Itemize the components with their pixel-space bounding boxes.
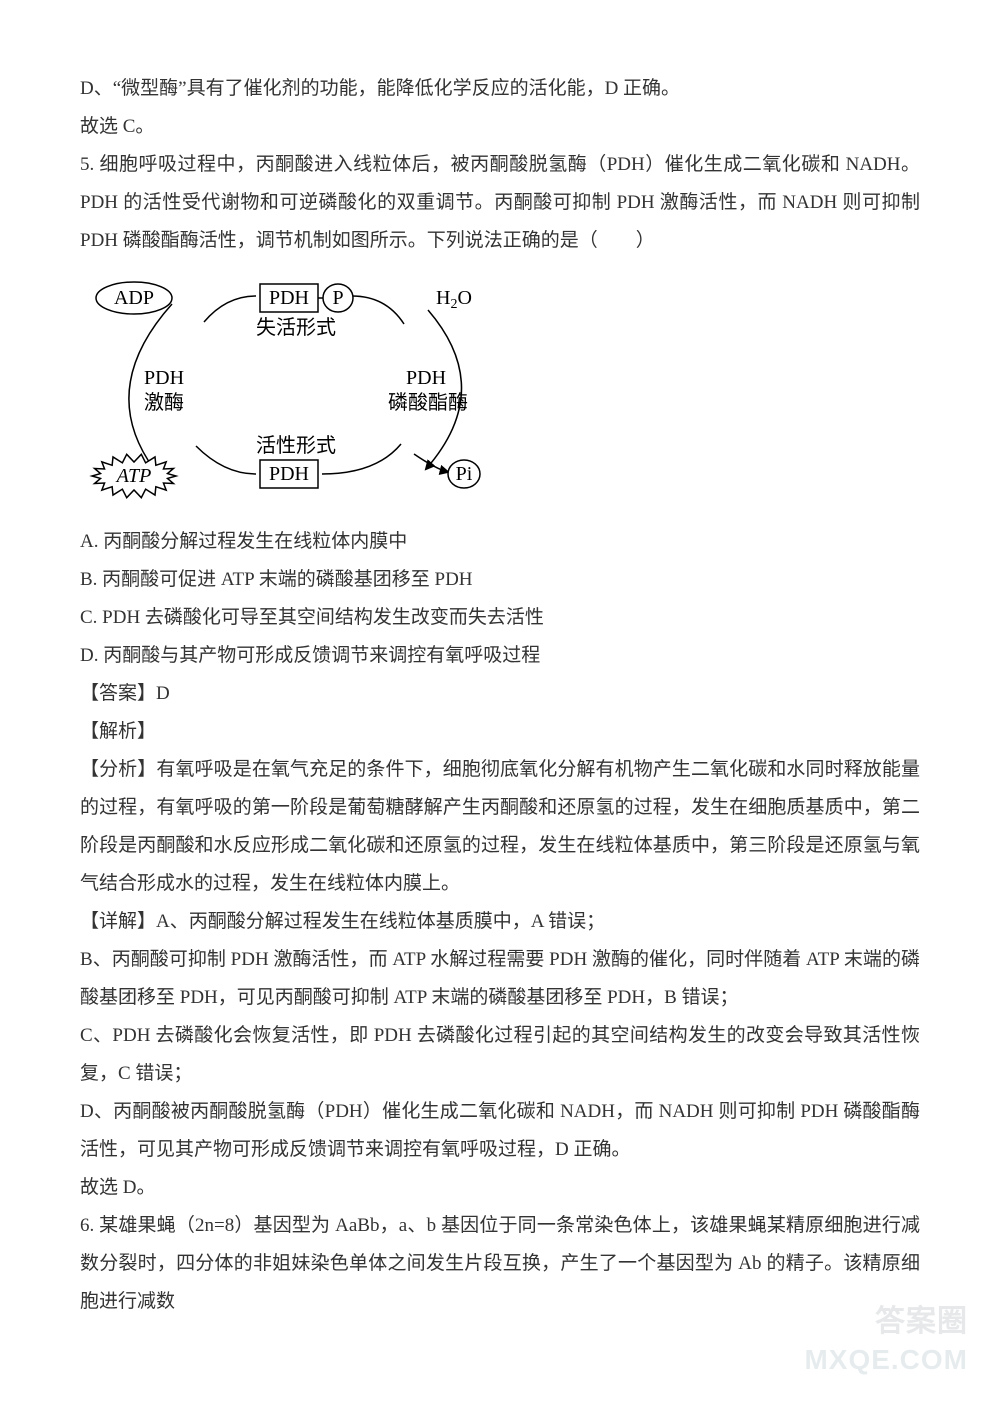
answer-label: 【答案】D	[80, 675, 920, 713]
watermark-line2: MXQE.COM	[804, 1332, 968, 1388]
svg-text:激酶: 激酶	[144, 391, 184, 414]
paragraph: D、“微型酶”具有了催化剂的功能，能降低化学反应的活化能，D 正确。	[80, 70, 920, 108]
conclusion: 故选 D。	[80, 1169, 920, 1207]
question-5-stem: 5. 细胞呼吸过程中，丙酮酸进入线粒体后，被丙酮酸脱氢酶（PDH）催化生成二氧化…	[80, 146, 920, 260]
pdh-regulation-diagram: ATPADPPPiPDHPDHPDH激酶PDH磷酸酯酶失活形式活性形式H2O	[76, 274, 920, 513]
svg-text:ADP: ADP	[114, 287, 154, 309]
option-a: A. 丙酮酸分解过程发生在线粒体内膜中	[80, 523, 920, 561]
analysis-body: 【分析】有氧呼吸是在氧气充足的条件下，细胞彻底氧化分解有机物产生二氧化碳和水同时…	[80, 751, 920, 903]
option-b: B. 丙酮酸可促进 ATP 末端的磷酸基团移至 PDH	[80, 561, 920, 599]
svg-text:PDH: PDH	[144, 367, 184, 389]
svg-text:P: P	[332, 287, 343, 309]
svg-text:活性形式: 活性形式	[256, 434, 336, 457]
svg-text:ATP: ATP	[115, 465, 152, 487]
option-d: D. 丙酮酸与其产物可形成反馈调节来调控有氧呼吸过程	[80, 637, 920, 675]
detail-b: B、丙酮酸可抑制 PDH 激酶活性，而 ATP 水解过程需要 PDH 激酶的催化…	[80, 941, 920, 1017]
svg-text:Pi: Pi	[456, 463, 473, 485]
svg-text:H2O: H2O	[436, 287, 472, 312]
detail-d: D、丙酮酸被丙酮酸脱氢酶（PDH）催化生成二氧化碳和 NADH，而 NADH 则…	[80, 1093, 920, 1169]
analysis-label: 【解析】	[80, 713, 920, 751]
svg-text:PDH: PDH	[269, 287, 309, 309]
svg-text:PDH: PDH	[406, 367, 446, 389]
question-6-stem: 6. 某雄果蝇（2n=8）基因型为 AaBb，a、b 基因位于同一条常染色体上，…	[80, 1207, 920, 1321]
detail-c: C、PDH 去磷酸化会恢复活性，即 PDH 去磷酸化过程引起的其空间结构发生的改…	[80, 1017, 920, 1093]
svg-text:失活形式: 失活形式	[256, 316, 336, 339]
paragraph: 故选 C。	[80, 108, 920, 146]
svg-text:磷酸酯酶: 磷酸酯酶	[388, 391, 468, 414]
svg-text:PDH: PDH	[269, 463, 309, 485]
detail-a: 【详解】A、丙酮酸分解过程发生在线粒体基质膜中，A 错误；	[80, 903, 920, 941]
option-c: C. PDH 去磷酸化可导至其空间结构发生改变而失去活性	[80, 599, 920, 637]
